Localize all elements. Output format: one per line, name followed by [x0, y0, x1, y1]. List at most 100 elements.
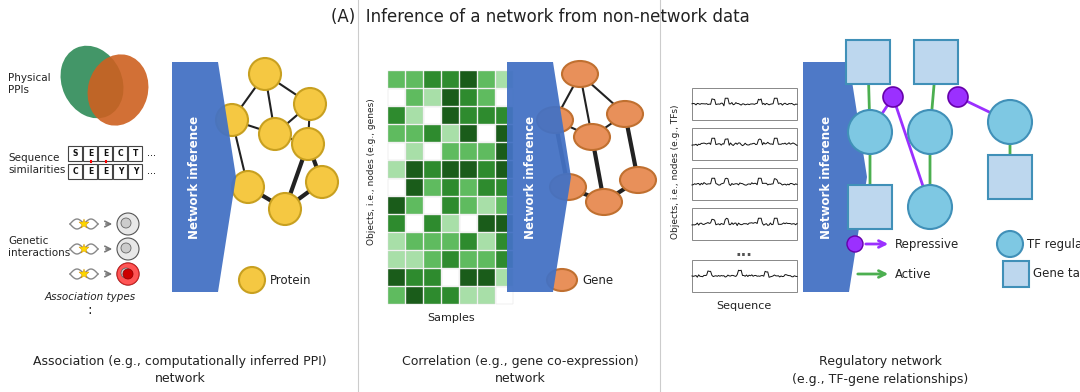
Bar [442, 143, 459, 160]
Bar [424, 71, 441, 88]
Bar [478, 89, 495, 106]
Text: ...: ... [735, 245, 753, 260]
Bar [496, 125, 513, 142]
Bar [460, 215, 477, 232]
Bar [496, 251, 513, 268]
Bar [406, 179, 423, 196]
Bar [406, 107, 423, 124]
Ellipse shape [607, 101, 643, 127]
Bar [406, 287, 423, 304]
Bar [460, 107, 477, 124]
Bar [68, 146, 82, 161]
Ellipse shape [620, 167, 656, 193]
Bar [129, 146, 141, 161]
Bar [692, 88, 797, 120]
Circle shape [117, 263, 139, 285]
Polygon shape [172, 62, 237, 292]
Text: Gene target: Gene target [1032, 267, 1080, 281]
Bar [388, 233, 405, 250]
Bar [442, 179, 459, 196]
Text: Sequence: Sequence [716, 301, 771, 311]
Bar [496, 107, 513, 124]
Bar [496, 287, 513, 304]
Text: Network inference: Network inference [189, 115, 202, 239]
Bar [113, 146, 127, 161]
Ellipse shape [546, 269, 577, 291]
Bar [406, 89, 423, 106]
Circle shape [908, 110, 951, 154]
Bar [83, 146, 97, 161]
Bar [424, 125, 441, 142]
Bar [98, 164, 112, 179]
Text: Genetic
interactions: Genetic interactions [8, 236, 70, 258]
Bar [460, 233, 477, 250]
Bar [478, 251, 495, 268]
Text: E: E [87, 149, 93, 158]
Bar [406, 71, 423, 88]
Bar [388, 215, 405, 232]
Bar [388, 125, 405, 142]
Bar [496, 197, 513, 214]
Bar [442, 287, 459, 304]
Bar [692, 168, 797, 200]
Text: Objects, i.e., nodes (e.g., genes): Objects, i.e., nodes (e.g., genes) [367, 99, 377, 245]
Text: E: E [87, 167, 93, 176]
Polygon shape [804, 62, 867, 292]
Bar [496, 71, 513, 88]
Bar [406, 251, 423, 268]
Text: (A)  Inference of a network from non-network data: (A) Inference of a network from non-netw… [330, 8, 750, 26]
Bar [68, 164, 82, 179]
Bar [388, 161, 405, 178]
Text: TF regulator: TF regulator [1027, 238, 1080, 250]
Bar [424, 143, 441, 160]
Bar [848, 185, 892, 229]
Bar [424, 197, 441, 214]
Circle shape [117, 213, 139, 235]
Bar [442, 161, 459, 178]
Bar [496, 179, 513, 196]
Bar [388, 287, 405, 304]
Bar [406, 269, 423, 286]
Bar [460, 89, 477, 106]
Bar [442, 215, 459, 232]
Bar [478, 179, 495, 196]
Circle shape [259, 118, 291, 150]
Text: Samples: Samples [428, 313, 475, 323]
Bar [692, 128, 797, 160]
Bar [460, 287, 477, 304]
Text: S: S [72, 149, 78, 158]
Text: Y: Y [133, 167, 138, 176]
Text: C: C [118, 149, 123, 158]
Bar [388, 89, 405, 106]
Text: E: E [103, 167, 108, 176]
Circle shape [292, 128, 324, 160]
Bar [478, 287, 495, 304]
Text: Network inference: Network inference [820, 115, 833, 239]
Text: Repressive: Repressive [895, 238, 959, 250]
Text: T: T [133, 149, 138, 158]
Bar [406, 125, 423, 142]
Bar [424, 89, 441, 106]
Bar [442, 251, 459, 268]
Text: Objects, i.e., nodes (e.g., TFs): Objects, i.e., nodes (e.g., TFs) [672, 105, 680, 239]
Bar [478, 71, 495, 88]
Bar [442, 71, 459, 88]
Circle shape [117, 238, 139, 260]
Bar [460, 197, 477, 214]
Circle shape [294, 88, 326, 120]
Text: Network inference: Network inference [524, 115, 537, 239]
Bar [496, 89, 513, 106]
Circle shape [997, 231, 1023, 257]
Text: Correlation (e.g., gene co-expression)
network: Correlation (e.g., gene co-expression) n… [402, 354, 638, 385]
Bar [692, 208, 797, 240]
Bar [442, 269, 459, 286]
Bar [460, 143, 477, 160]
Circle shape [117, 263, 139, 285]
Circle shape [249, 58, 281, 90]
Bar [406, 233, 423, 250]
Ellipse shape [562, 61, 598, 87]
Text: :: : [87, 303, 92, 317]
Ellipse shape [573, 124, 610, 150]
Circle shape [908, 185, 951, 229]
Bar [129, 164, 141, 179]
